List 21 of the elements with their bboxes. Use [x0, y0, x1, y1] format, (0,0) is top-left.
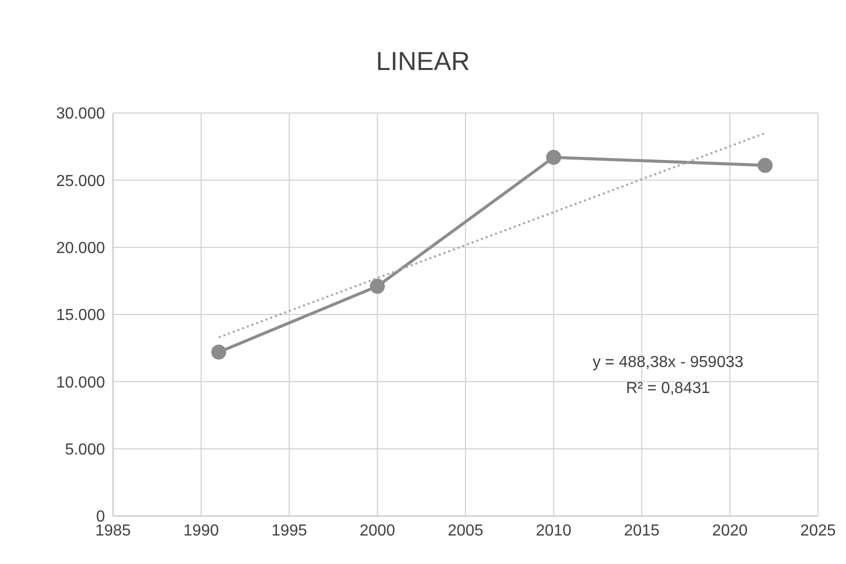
- point: [546, 150, 562, 165]
- point: [370, 278, 385, 294]
- x-tick-label: 2000: [360, 522, 396, 540]
- annotation: R² = 0,8431: [624, 379, 712, 399]
- x-tick-label: 1990: [183, 522, 220, 540]
- x-tick-label: 2025: [800, 522, 836, 540]
- x-tick-label: 2005: [448, 522, 484, 540]
- point: [758, 158, 773, 173]
- chart-title: LINEAR: [375, 46, 471, 77]
- point: [211, 344, 226, 360]
- x-tick-label: 1995: [271, 522, 308, 540]
- x-tick-label: 2010: [536, 522, 572, 540]
- y-tick-label: 10.000: [56, 374, 106, 392]
- y-tick-label: 20.000: [56, 240, 106, 258]
- y-tick-label: 30.000: [56, 106, 106, 123]
- x-tick-label: 2015: [624, 522, 660, 540]
- annotation: y = 488,38x - 959033: [592, 353, 744, 373]
- y-tick-label: 25.000: [56, 172, 106, 190]
- y-tick-label: 5.000: [64, 442, 106, 459]
- y-tick-label: 15.000: [56, 307, 106, 324]
- x-tick-label: 2020: [712, 522, 748, 540]
